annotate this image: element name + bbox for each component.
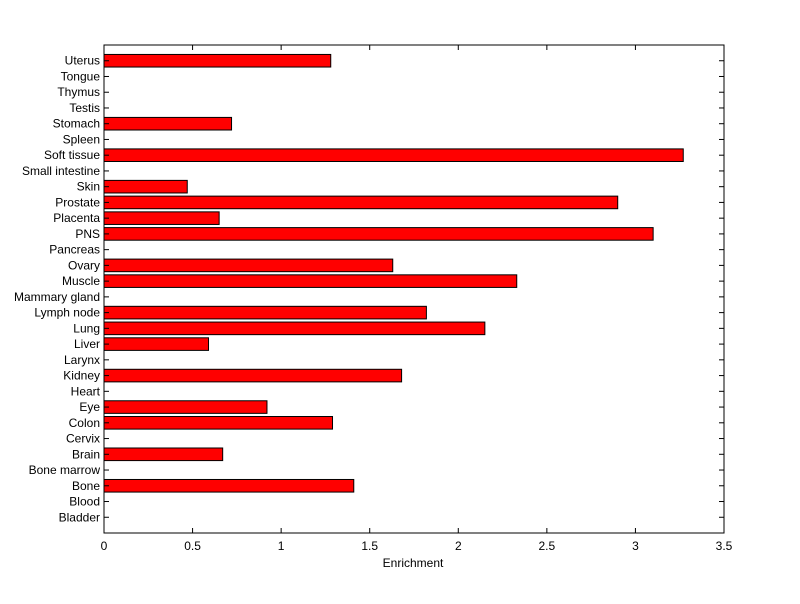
bar — [103, 416, 334, 430]
y-tick-label: Prostate — [55, 195, 100, 209]
bar — [103, 305, 427, 320]
y-tick-label: Spleen — [63, 132, 100, 146]
y-tick-label: Kidney — [63, 369, 100, 383]
bar — [103, 368, 403, 383]
y-tick-label: Larynx — [64, 353, 100, 367]
y-tick-label: Skin — [77, 180, 100, 194]
bars-layer — [103, 53, 684, 493]
bar — [103, 53, 332, 68]
bar — [103, 478, 355, 493]
bar — [103, 321, 486, 336]
y-tick-label: Uterus — [65, 54, 100, 68]
x-tick-label: 3.5 — [716, 539, 733, 553]
y-tick-label: Blood — [69, 495, 100, 509]
y-tick-label: Mammary gland — [14, 290, 100, 304]
bar — [103, 400, 268, 414]
x-tick-label: 0.5 — [184, 539, 201, 553]
bar — [103, 274, 518, 288]
bar — [103, 116, 233, 131]
y-tick-label: Liver — [74, 337, 100, 351]
x-tick-label: 2.5 — [539, 539, 556, 553]
x-tick-label: 1.5 — [361, 539, 378, 553]
y-tick-label: Muscle — [62, 274, 100, 288]
bar — [103, 195, 619, 210]
y-tick-label: Testis — [69, 101, 100, 115]
x-tick-label: 2 — [455, 539, 462, 553]
bar — [103, 447, 224, 462]
y-tick-label: Tongue — [61, 69, 101, 83]
bar — [103, 227, 654, 241]
y-tick-label: Lung — [73, 321, 100, 335]
x-tick-label: 1 — [278, 539, 285, 553]
y-tick-label: Brain — [72, 447, 100, 461]
y-tick-label: Lymph node — [34, 306, 100, 320]
bar — [103, 148, 684, 162]
y-tick-label: Bone — [72, 479, 100, 493]
y-tick-label: Colon — [69, 416, 100, 430]
y-tick-label: Pancreas — [49, 243, 100, 257]
y-tick-label: Eye — [79, 400, 100, 414]
x-axis: 0 0.5 1 1.5 2 2.5 3 3.5 — [101, 45, 733, 553]
y-tick-label: Stomach — [53, 117, 100, 131]
y-tick-label: PNS — [75, 227, 100, 241]
x-tick-label: 0 — [101, 539, 108, 553]
x-axis-label: Enrichment — [383, 556, 444, 570]
y-tick-label: Bone marrow — [29, 463, 101, 477]
y-tick-label: Cervix — [66, 432, 100, 446]
y-tick-label: Bladder — [59, 510, 100, 524]
y-tick-label: Thymus — [57, 85, 100, 99]
bar — [103, 211, 220, 225]
x-tick-label: 3 — [632, 539, 639, 553]
y-tick-label: Placenta — [53, 211, 100, 225]
bar — [103, 337, 210, 351]
y-tick-label: Ovary — [68, 258, 100, 272]
bar — [103, 179, 188, 194]
y-tick-label: Soft tissue — [44, 148, 100, 162]
bar — [103, 258, 394, 273]
y-tick-label: Heart — [71, 384, 101, 398]
y-tick-label: Small intestine — [22, 164, 100, 178]
